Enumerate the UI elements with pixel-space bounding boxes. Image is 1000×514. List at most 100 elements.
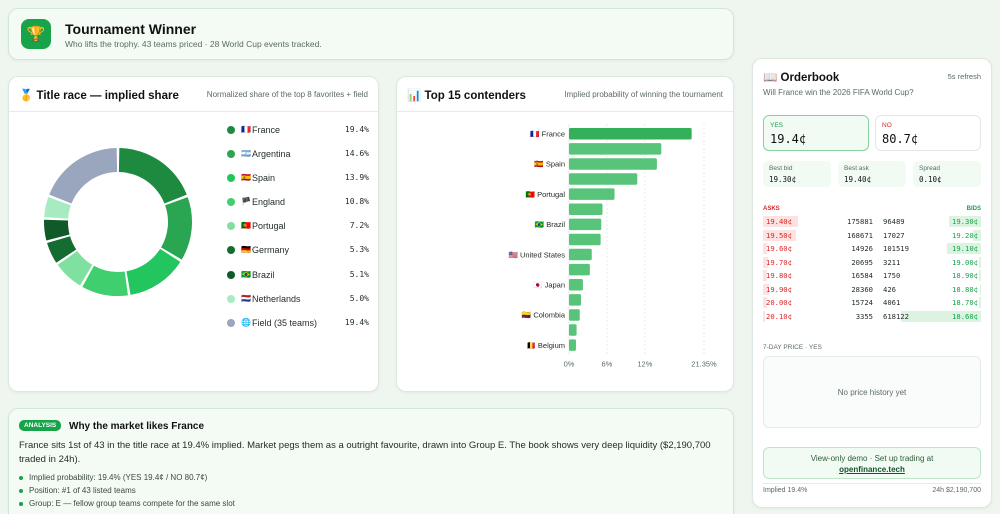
legend-swatch (227, 246, 235, 255)
bid-price: 18.90¢ (952, 271, 978, 280)
market-header-card: 🏆 Tournament Winner Who lifts the trophy… (8, 8, 734, 60)
no-price: 80.7¢ (882, 132, 919, 146)
orderbook-card: 📖 Orderbook 5s refresh Will France win t… (752, 58, 992, 508)
ask-size: 16584 (851, 271, 873, 280)
yes-price: 19.4¢ (770, 132, 807, 146)
ask-depth-bar (763, 283, 769, 295)
best-ask-label: Best ask (844, 165, 869, 172)
legend-value: 5.3% (349, 245, 369, 255)
contenders-bar-chart: 0% 6% 12% 21.35% 🇫🇷 France 🇪🇸 Spain 🇵🇹 Portuga… (509, 124, 717, 369)
book-icon: 📖 (763, 72, 778, 84)
volume-footer: 24h $2,190,700 (932, 487, 981, 494)
orderbook-row[interactable]: 20.10¢ 3355 618122 18.60¢ (763, 310, 981, 322)
legend-value: 10.8% (344, 197, 369, 207)
legend-item: 🌐 Field (35 teams) 19.4% (227, 318, 369, 342)
title-race-heading: 🥇 Title race — implied share (19, 88, 179, 102)
flag-icon: 🇩🇪 (241, 245, 251, 255)
title-race-legend: 🇫🇷 France 19.4% 🇦🇷 Argentina 14.6% 🇪🇸 Spain 13.9… (227, 125, 369, 342)
analysis-bullet: Position: #1 of 43 listed teams (19, 486, 235, 499)
legend-value: 19.4% (344, 125, 369, 134)
divider (397, 111, 733, 112)
orderbook-row[interactable]: 19.70¢ 20695 3211 19.00¢ (763, 256, 981, 268)
orderbook-row[interactable]: 19.60¢ 14926 101519 19.10¢ (763, 243, 981, 254)
y-tick-label: 🇫🇷 France (530, 130, 565, 139)
legend-swatch (227, 174, 235, 183)
legend-swatch (227, 150, 235, 159)
legend-item: 🇦🇷 Argentina 14.6% (227, 149, 369, 173)
y-tick-label: 🇺🇸 United States (509, 250, 566, 259)
yes-label: YES (770, 122, 784, 129)
orderbook-row[interactable]: 19.80¢ 16584 1750 18.90¢ (763, 270, 981, 281)
contender-bar (569, 218, 602, 231)
contender-bar (569, 324, 577, 336)
ask-price: 20.00¢ (766, 298, 792, 307)
ask-size: 168671 (847, 230, 873, 240)
ask-price: 19.60¢ (766, 244, 792, 253)
contender-bar (569, 173, 638, 185)
ask-depth-bar (763, 243, 767, 254)
bid-price: 19.00¢ (952, 257, 978, 267)
bid-size: 101519 (883, 244, 909, 253)
orderbook-row[interactable]: 19.40¢ 175881 96489 19.30¢ (763, 216, 981, 227)
legend-swatch (227, 126, 235, 134)
contender-bar (569, 294, 582, 306)
title-race-donut-chart (44, 148, 192, 296)
spread-value: 0.10¢ (919, 175, 942, 184)
price-chart-label: 7-DAY PRICE · YES (763, 344, 822, 351)
legend-item: 🇳🇱 Netherlands 5.0% (227, 294, 369, 318)
bid-price: 18.60¢ (952, 311, 978, 321)
contender-bar (569, 233, 601, 246)
legend-label: Netherlands (252, 293, 301, 304)
contenders-subtitle: Implied probability of winning the tourn… (564, 90, 723, 99)
orderbook-row[interactable]: 19.90¢ 28360 426 18.80¢ (763, 283, 981, 295)
analysis-bullet: Implied probability: 19.4% (YES 19.4¢ / … (19, 473, 235, 486)
page-title: Tournament Winner (65, 21, 197, 37)
contenders-heading: 📊 Top 15 contenders (407, 88, 526, 102)
divider (763, 483, 981, 484)
orderbook-row[interactable]: 20.00¢ 15724 4061 18.70¢ (763, 297, 981, 308)
legend-item: 🇪🇸 Spain 13.9% (227, 173, 369, 197)
y-tick-label: 🇧🇷 Brazil (535, 220, 566, 229)
no-outcome-button[interactable]: NO 80.7¢ (875, 115, 981, 151)
yes-outcome-button[interactable]: YES 19.4¢ (763, 115, 869, 151)
best-ask-stat: Best ask 19.40¢ (838, 161, 906, 187)
legend-label: England (252, 197, 286, 208)
bids-header: BIDS (966, 206, 981, 212)
legend-swatch (227, 318, 235, 327)
legend-swatch (227, 222, 235, 231)
donut-slice-portugal (57, 250, 93, 286)
orderbook-row[interactable]: 19.50¢ 168671 17027 19.20¢ (763, 229, 981, 241)
spread-stat: Spread 0.10¢ (913, 161, 981, 187)
flag-icon: 🌐 (241, 317, 251, 327)
ask-depth-bar (763, 256, 768, 268)
contender-bar (569, 339, 576, 351)
legend-label: Argentina (252, 149, 291, 160)
legend-item: 🇫🇷 France 19.4% (227, 125, 369, 149)
orderbook-title: Orderbook (780, 72, 840, 84)
empty-state-text: No price history yet (837, 387, 907, 397)
flag-icon: 🇫🇷 (241, 125, 251, 134)
ask-depth-bar (763, 297, 767, 308)
bid-price: 19.30¢ (952, 217, 978, 226)
refresh-interval: 5s refresh (947, 72, 981, 81)
contender-bar (569, 158, 657, 170)
legend-item: 🇩🇪 Germany 5.3% (227, 245, 369, 269)
y-tick-label: 🇨🇴 Colombia (522, 311, 566, 320)
ask-depth-bar (763, 270, 767, 281)
bid-depth-bar (979, 256, 981, 268)
title-race-title: Title race — implied share (36, 90, 179, 102)
bid-size: 4061 (883, 298, 901, 307)
bid-price: 18.70¢ (952, 298, 978, 307)
openfinance-link[interactable]: openfinance.tech (839, 465, 905, 474)
analysis-bullet: Group: E — fellow group teams compete fo… (19, 499, 235, 512)
contender-bar (569, 188, 615, 200)
bid-price: 19.10¢ (952, 244, 978, 253)
legend-value: 19.4% (344, 317, 369, 327)
x-tick-label: 0% (564, 360, 575, 369)
spread-label: Spread (919, 165, 940, 172)
flag-icon: 🇦🇷 (241, 149, 251, 159)
contender-bar (569, 279, 583, 291)
no-label: NO (882, 122, 892, 129)
bid-depth-bar (973, 229, 981, 241)
contender-bar (569, 143, 662, 155)
